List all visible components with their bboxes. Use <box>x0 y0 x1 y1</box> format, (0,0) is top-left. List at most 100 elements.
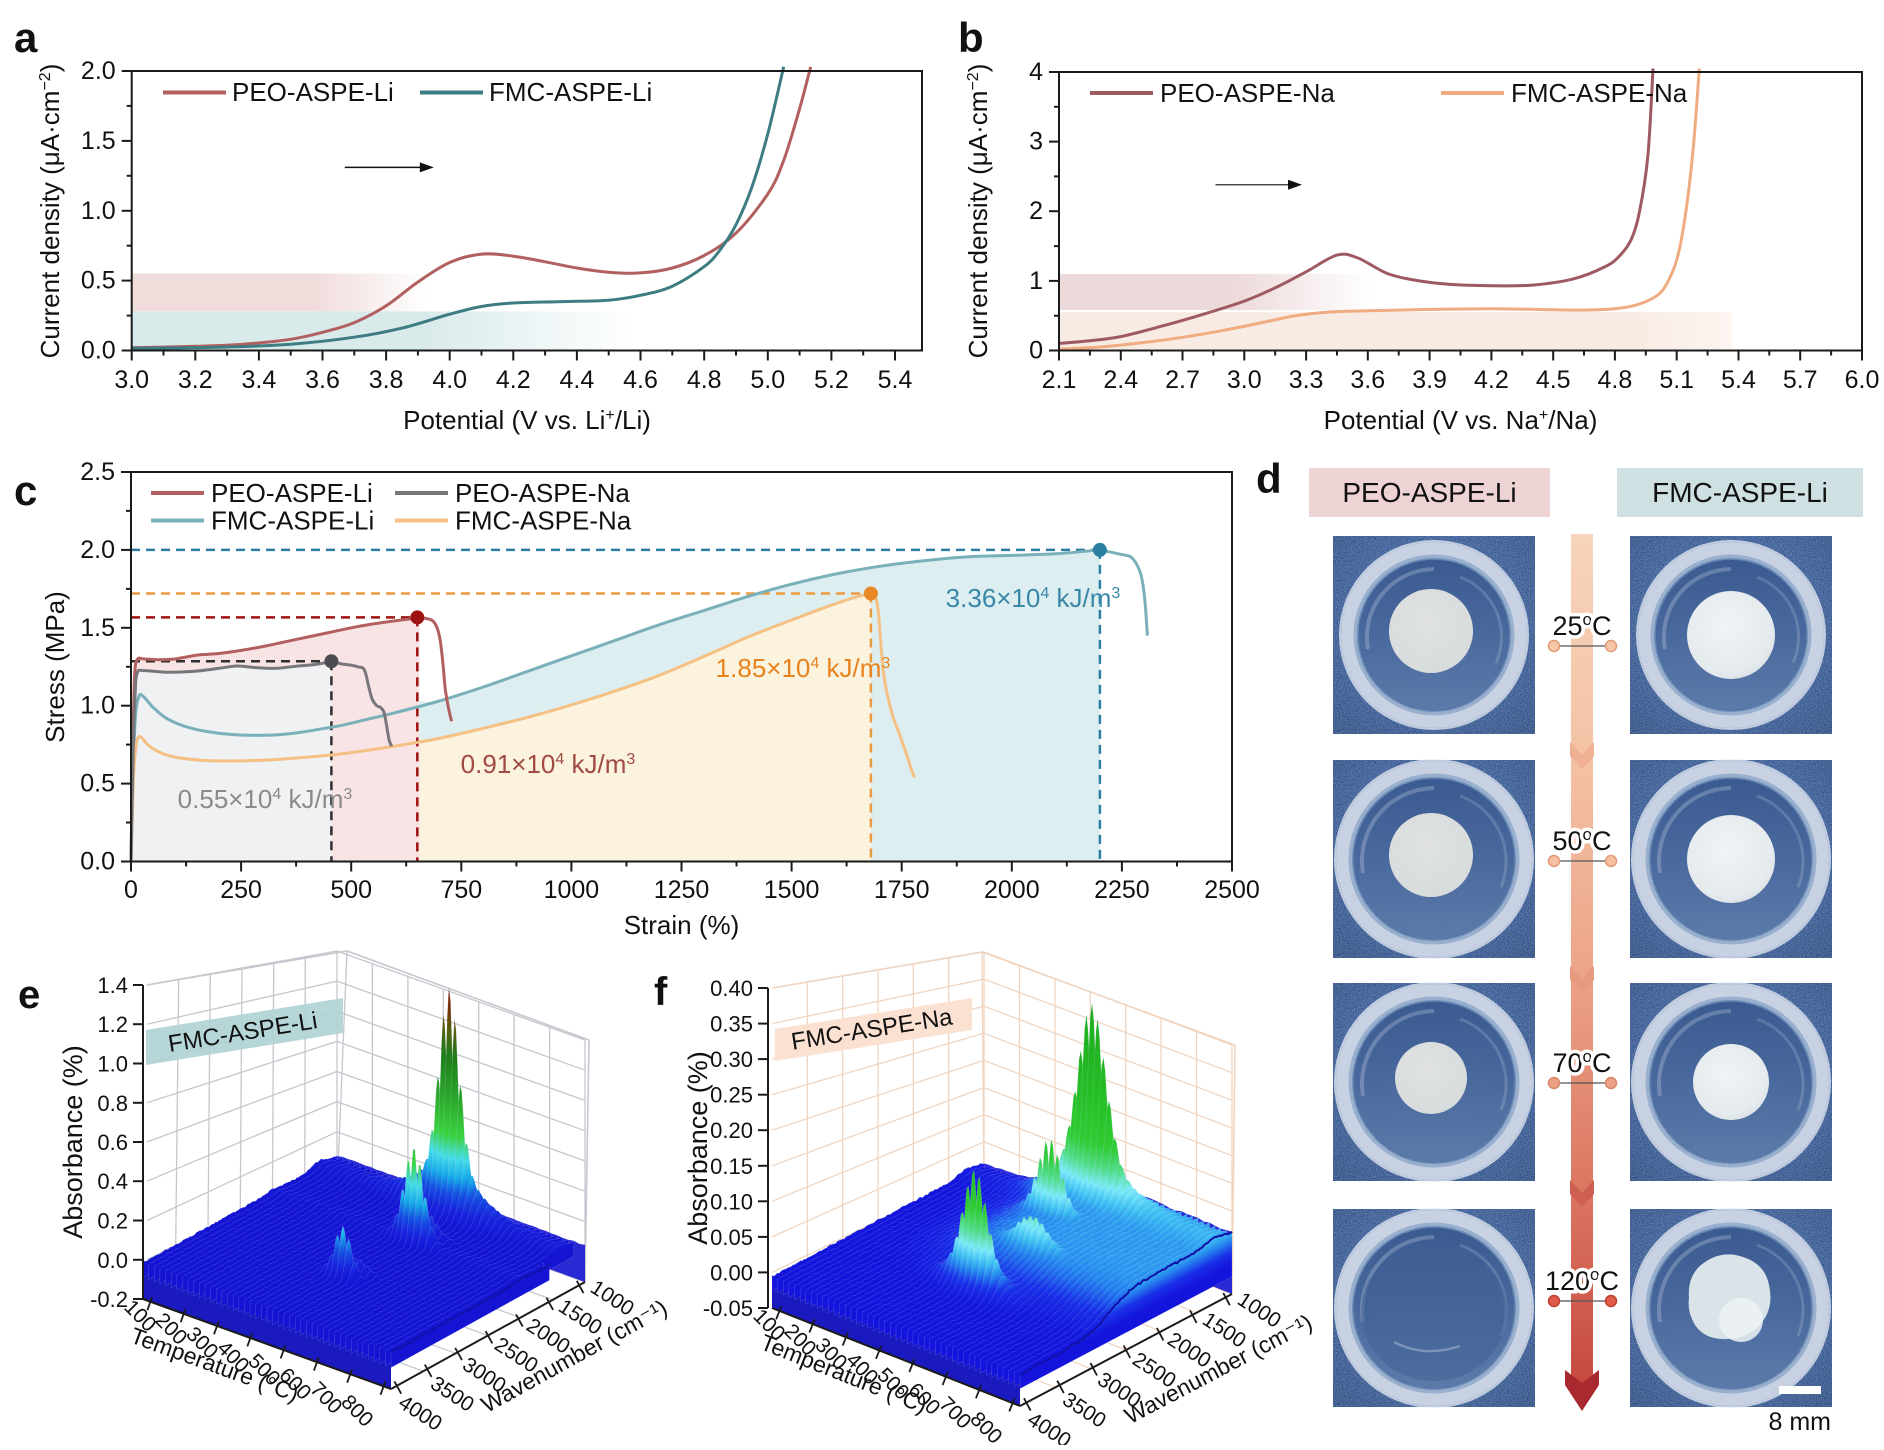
svg-text:a: a <box>14 14 38 61</box>
svg-text:PEO-ASPE-Na: PEO-ASPE-Na <box>455 478 630 508</box>
svg-text:1.5: 1.5 <box>81 127 116 155</box>
svg-text:750: 750 <box>440 876 482 904</box>
svg-text:3.4: 3.4 <box>242 366 277 394</box>
svg-text:3.6: 3.6 <box>305 366 340 394</box>
svg-text:Strain (%): Strain (%) <box>624 910 740 940</box>
svg-text:1.2: 1.2 <box>97 1012 128 1037</box>
svg-text:1.4: 1.4 <box>97 973 128 998</box>
svg-text:4.2: 4.2 <box>1474 366 1509 394</box>
svg-text:5.2: 5.2 <box>814 366 849 394</box>
svg-text:2500: 2500 <box>1204 876 1260 904</box>
svg-text:0.25: 0.25 <box>710 1083 753 1108</box>
svg-text:-0.2: -0.2 <box>90 1287 128 1312</box>
svg-text:1250: 1250 <box>654 876 710 904</box>
svg-text:8 mm: 8 mm <box>1769 1408 1832 1436</box>
svg-text:1.0: 1.0 <box>80 692 115 720</box>
svg-text:1750: 1750 <box>874 876 930 904</box>
svg-text:5.0: 5.0 <box>750 366 785 394</box>
svg-text:1: 1 <box>1029 267 1043 295</box>
svg-text:0.10: 0.10 <box>710 1189 753 1214</box>
svg-text:1.0: 1.0 <box>97 1052 128 1077</box>
svg-text:Current density (μA·cm−2): Current density (μA·cm−2) <box>963 64 993 359</box>
svg-text:-0.05: -0.05 <box>703 1296 753 1321</box>
svg-text:FMC-ASPE-Na: FMC-ASPE-Na <box>1511 78 1688 108</box>
svg-text:0.35: 0.35 <box>710 1012 753 1037</box>
svg-text:3.0: 3.0 <box>114 366 149 394</box>
svg-text:1.0: 1.0 <box>81 197 116 225</box>
svg-text:50oC: 50oC <box>1552 825 1611 856</box>
svg-text:4.6: 4.6 <box>623 366 658 394</box>
svg-text:3.36×104 kJ/m3: 3.36×104 kJ/m3 <box>946 583 1121 613</box>
svg-text:1.5: 1.5 <box>80 614 115 642</box>
svg-text:FMC-ASPE-Li: FMC-ASPE-Li <box>211 506 374 536</box>
svg-text:4.2: 4.2 <box>496 366 531 394</box>
svg-text:5.7: 5.7 <box>1783 366 1818 394</box>
svg-text:2: 2 <box>1029 197 1043 225</box>
svg-text:5.4: 5.4 <box>878 366 913 394</box>
svg-text:0.0: 0.0 <box>97 1248 128 1273</box>
svg-text:e: e <box>18 973 40 1017</box>
svg-text:250: 250 <box>220 876 262 904</box>
svg-text:0.2: 0.2 <box>97 1209 128 1234</box>
svg-text:2.7: 2.7 <box>1165 366 1200 394</box>
svg-text:c: c <box>14 467 37 514</box>
svg-text:Absorbance (%): Absorbance (%) <box>58 1045 88 1239</box>
svg-text:0.91×104 kJ/m3: 0.91×104 kJ/m3 <box>461 749 636 779</box>
svg-text:0.6: 0.6 <box>97 1130 128 1155</box>
svg-text:3.9: 3.9 <box>1412 366 1447 394</box>
svg-text:0: 0 <box>124 876 138 904</box>
svg-text:PEO-ASPE-Li: PEO-ASPE-Li <box>232 77 394 107</box>
svg-text:2000: 2000 <box>984 876 1040 904</box>
svg-text:0.5: 0.5 <box>81 267 116 295</box>
svg-text:0.0: 0.0 <box>80 848 115 876</box>
svg-text:0.30: 0.30 <box>710 1047 753 1072</box>
svg-text:25oC: 25oC <box>1552 610 1611 641</box>
svg-text:3.2: 3.2 <box>178 366 213 394</box>
svg-text:3: 3 <box>1029 128 1043 156</box>
svg-text:4.8: 4.8 <box>687 366 722 394</box>
svg-text:500: 500 <box>330 876 372 904</box>
svg-text:0.5: 0.5 <box>80 770 115 798</box>
svg-text:0.40: 0.40 <box>710 976 753 1001</box>
svg-text:2.0: 2.0 <box>81 57 116 85</box>
svg-text:4.8: 4.8 <box>1598 366 1633 394</box>
svg-text:5.4: 5.4 <box>1721 366 1756 394</box>
svg-text:3.6: 3.6 <box>1350 366 1385 394</box>
svg-text:0.8: 0.8 <box>97 1091 128 1116</box>
svg-text:70oC: 70oC <box>1552 1047 1611 1078</box>
svg-text:2.4: 2.4 <box>1103 366 1138 394</box>
svg-text:1500: 1500 <box>764 876 820 904</box>
svg-text:2.1: 2.1 <box>1042 366 1077 394</box>
svg-text:0.0: 0.0 <box>81 337 116 365</box>
svg-text:0.55×104 kJ/m3: 0.55×104 kJ/m3 <box>178 784 353 814</box>
svg-text:FMC-ASPE-Li: FMC-ASPE-Li <box>1652 477 1828 508</box>
svg-text:6.0: 6.0 <box>1845 366 1880 394</box>
svg-text:0.05: 0.05 <box>710 1225 753 1250</box>
svg-text:4.0: 4.0 <box>432 366 467 394</box>
svg-text:2.0: 2.0 <box>80 536 115 564</box>
svg-text:0.00: 0.00 <box>710 1260 753 1285</box>
svg-text:120oC: 120oC <box>1545 1265 1619 1296</box>
svg-text:4.5: 4.5 <box>1536 366 1571 394</box>
svg-text:4.4: 4.4 <box>560 366 595 394</box>
svg-text:1.85×104 kJ/m3: 1.85×104 kJ/m3 <box>716 653 891 683</box>
svg-text:5.1: 5.1 <box>1659 366 1694 394</box>
svg-text:0: 0 <box>1029 337 1043 365</box>
svg-text:PEO-ASPE-Na: PEO-ASPE-Na <box>1160 78 1335 108</box>
svg-text:Absorbance (%): Absorbance (%) <box>683 1051 713 1245</box>
svg-text:1000: 1000 <box>544 876 600 904</box>
svg-text:b: b <box>958 14 984 61</box>
svg-text:0.20: 0.20 <box>710 1118 753 1143</box>
svg-text:3.3: 3.3 <box>1289 366 1324 394</box>
svg-text:4: 4 <box>1029 58 1043 86</box>
svg-text:2.5: 2.5 <box>80 458 115 486</box>
svg-text:0.15: 0.15 <box>710 1154 753 1179</box>
svg-text:d: d <box>1256 455 1282 502</box>
svg-text:0.4: 0.4 <box>97 1169 128 1194</box>
svg-text:FMC-ASPE-Na: FMC-ASPE-Na <box>455 506 632 536</box>
svg-text:PEO-ASPE-Li: PEO-ASPE-Li <box>211 478 373 508</box>
svg-text:PEO-ASPE-Li: PEO-ASPE-Li <box>1342 477 1516 508</box>
svg-text:2250: 2250 <box>1094 876 1150 904</box>
svg-text:3.8: 3.8 <box>369 366 404 394</box>
svg-text:Current density (μA·cm−2): Current density (μA·cm−2) <box>35 64 65 359</box>
